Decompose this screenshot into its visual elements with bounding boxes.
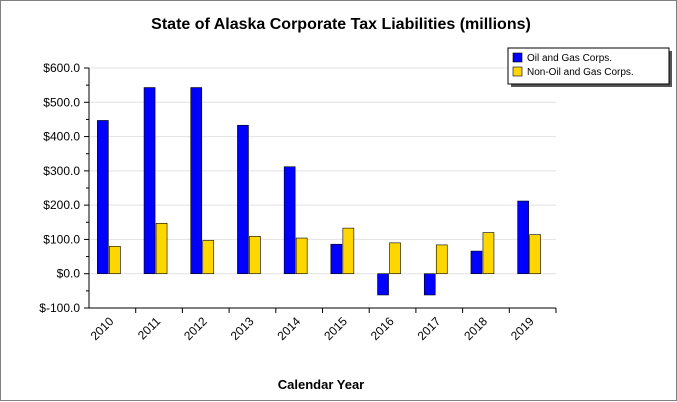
legend-label-1: Non-Oil and Gas Corps.: [527, 67, 634, 78]
x-tick-label-2014: 2014: [274, 314, 303, 343]
bar-non-oil-gas-2017: [435, 244, 448, 275]
bar-oil-gas-2014: [283, 166, 296, 275]
x-tick-label-2011: 2011: [135, 314, 163, 342]
bar-oil-gas-2012: [190, 87, 203, 275]
x-tick-label-2016: 2016: [368, 314, 397, 343]
y-tick-label-5: $100.0: [43, 232, 80, 246]
x-tick-label-2013: 2013: [228, 314, 257, 343]
y-tick-label-6: $0.0: [57, 267, 81, 281]
bar-non-oil-gas-2013: [249, 236, 261, 275]
chart-title: State of Alaska Corporate Tax Liabilitie…: [151, 16, 531, 33]
y-tick-label-7: $-100.0: [39, 301, 80, 315]
y-tick-labels: $600.0 $500.0 $400.0 $300.0 $200.0 $100.0 $0.0…: [39, 61, 80, 315]
bar-oil-gas-2019: [517, 200, 529, 275]
bar-oil-gas-2015: [330, 243, 343, 275]
x-axis-label: Calendar Year: [278, 377, 364, 392]
x-tick-label-2010: 2010: [88, 314, 117, 343]
bar-oil-gas-2011: [143, 87, 156, 275]
legend-swatch-0: [512, 52, 523, 63]
x-tick-label-2018: 2018: [461, 314, 490, 343]
x-tick-label-2017: 2017: [415, 314, 444, 343]
x-tick-label-2012: 2012: [181, 314, 210, 343]
bar-oil-gas-2010: [97, 120, 109, 275]
bar-non-oil-gas-2014: [295, 237, 308, 275]
bar-oil-gas-2016: [377, 273, 389, 296]
legend-swatch-1: [512, 66, 523, 77]
x-tick-label-2015: 2015: [321, 314, 350, 343]
y-tick-label-4: $200.0: [43, 198, 80, 212]
bars: [97, 87, 541, 296]
bar-non-oil-gas-2015: [342, 227, 355, 275]
x-tick-labels: 2010 2011 2012 2013 2014 2015 2016 2017 2018 2019: [88, 314, 537, 343]
axes: [84, 67, 557, 313]
bar-oil-gas-2018: [470, 250, 483, 275]
x-tick-label-2019: 2019: [508, 314, 537, 343]
y-tick-label-1: $500.0: [43, 95, 80, 109]
bar-oil-gas-2017: [423, 273, 436, 296]
bar-non-oil-gas-2012: [202, 240, 215, 275]
bar-non-oil-gas-2011: [155, 223, 168, 275]
bar-non-oil-gas-2010: [109, 245, 121, 275]
bar-non-oil-gas-2019: [529, 234, 541, 275]
bar-non-oil-gas-2018: [482, 232, 495, 275]
y-tick-label-0: $600.0: [43, 61, 80, 75]
bar-non-oil-gas-2016: [389, 242, 401, 275]
bar-oil-gas-2013: [237, 124, 249, 275]
legend-label-0: Oil and Gas Corps.: [527, 53, 612, 64]
y-tick-label-2: $400.0: [43, 130, 80, 144]
y-tick-label-3: $300.0: [43, 164, 80, 178]
legend-box: [507, 47, 670, 85]
legend: Oil and Gas Corps. Non-Oil and Gas Corps.: [507, 47, 672, 87]
